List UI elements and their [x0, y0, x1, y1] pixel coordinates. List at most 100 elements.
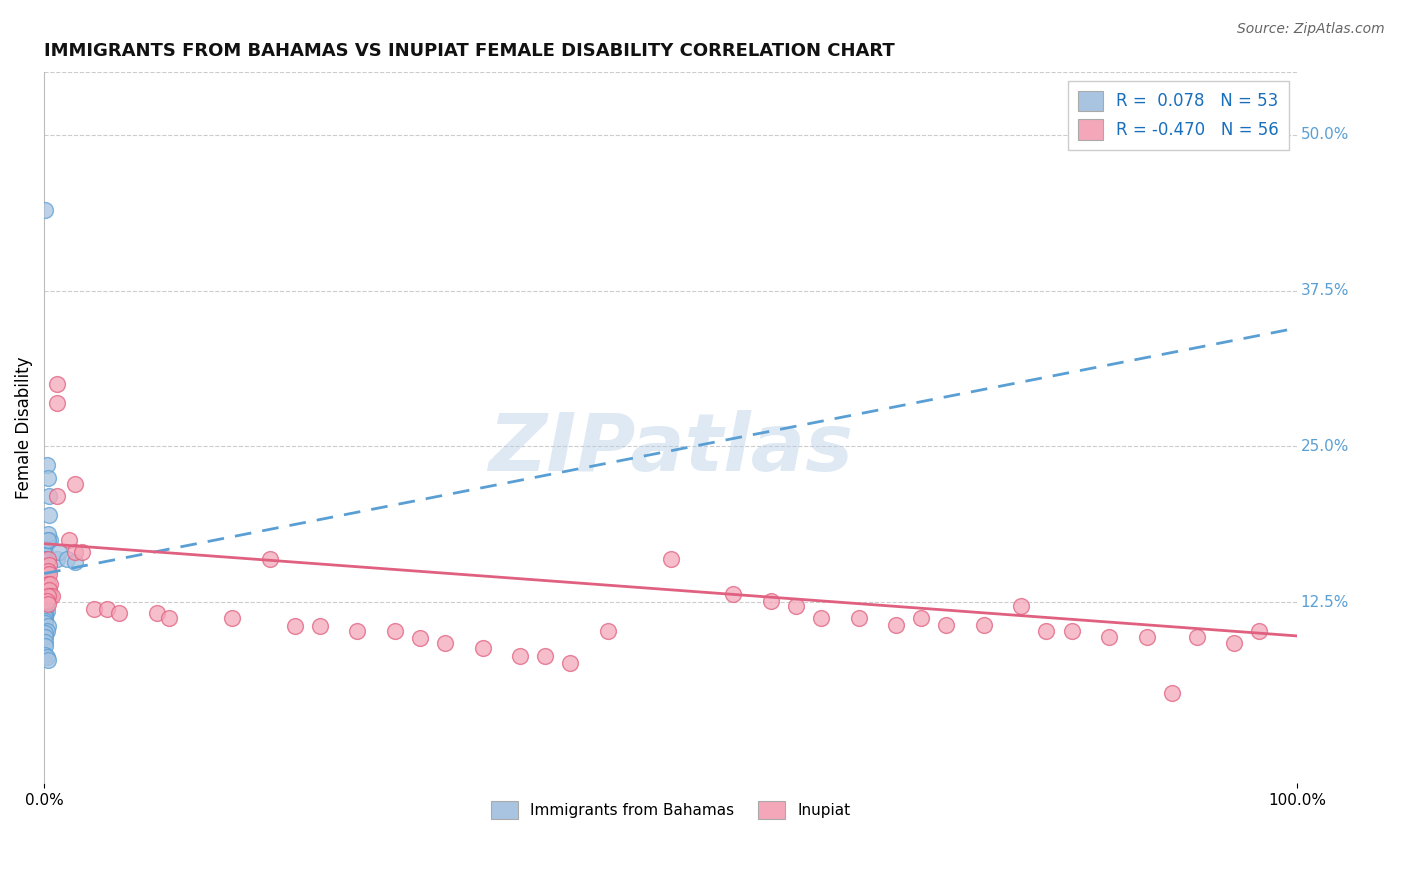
Point — [596, 624, 619, 638]
Point — [434, 636, 457, 650]
Point — [884, 617, 907, 632]
Point — [34, 569, 56, 583]
Point — [659, 551, 682, 566]
Point — [37, 526, 59, 541]
Text: IMMIGRANTS FROM BAHAMAS VS INUPIAT FEMALE DISABILITY CORRELATION CHART: IMMIGRANTS FROM BAHAMAS VS INUPIAT FEMAL… — [44, 42, 894, 60]
Point — [34, 630, 56, 644]
Point — [45, 396, 67, 410]
Point — [96, 601, 118, 615]
Point — [34, 558, 56, 572]
Point — [39, 533, 62, 547]
Point — [38, 558, 60, 572]
Text: 50.0%: 50.0% — [1301, 128, 1350, 142]
Point — [37, 652, 59, 666]
Point — [34, 551, 56, 566]
Point — [34, 582, 56, 596]
Point — [65, 476, 87, 491]
Point — [35, 594, 58, 608]
Point — [1223, 636, 1246, 650]
Point — [35, 533, 58, 547]
Point — [935, 617, 957, 632]
Point — [560, 657, 582, 671]
Text: 25.0%: 25.0% — [1301, 439, 1350, 454]
Point — [35, 624, 58, 638]
Point — [34, 576, 56, 591]
Point — [34, 566, 56, 581]
Point — [37, 551, 59, 566]
Point — [34, 573, 56, 587]
Point — [35, 604, 58, 618]
Point — [34, 639, 56, 653]
Point — [1249, 624, 1271, 638]
Point — [157, 611, 180, 625]
Point — [37, 597, 59, 611]
Point — [34, 635, 56, 649]
Point — [41, 589, 63, 603]
Point — [38, 582, 60, 597]
Point — [37, 576, 59, 591]
Point — [34, 614, 56, 628]
Point — [146, 607, 169, 621]
Point — [384, 624, 406, 638]
Point — [509, 648, 531, 663]
Y-axis label: Female Disability: Female Disability — [15, 357, 32, 499]
Point — [34, 584, 56, 599]
Text: Source: ZipAtlas.com: Source: ZipAtlas.com — [1237, 22, 1385, 37]
Point — [1185, 630, 1208, 644]
Point — [1098, 630, 1121, 644]
Point — [108, 607, 131, 621]
Point — [37, 589, 59, 603]
Point — [346, 624, 368, 638]
Point — [55, 551, 77, 566]
Point — [221, 611, 243, 625]
Point — [34, 564, 56, 578]
Point — [65, 555, 87, 569]
Point — [1160, 686, 1182, 700]
Text: 37.5%: 37.5% — [1301, 283, 1350, 298]
Point — [65, 545, 87, 559]
Point — [34, 202, 56, 217]
Point — [910, 611, 932, 625]
Point — [35, 561, 58, 575]
Point — [38, 566, 60, 581]
Point — [37, 533, 59, 547]
Point — [34, 609, 56, 624]
Point — [534, 648, 557, 663]
Point — [37, 564, 59, 578]
Point — [409, 632, 432, 646]
Text: 12.5%: 12.5% — [1301, 595, 1350, 610]
Point — [39, 589, 62, 603]
Point — [48, 545, 70, 559]
Point — [471, 641, 494, 656]
Point — [70, 545, 93, 559]
Point — [83, 601, 105, 615]
Point — [35, 650, 58, 665]
Point — [34, 648, 56, 662]
Point — [34, 589, 56, 603]
Point — [35, 458, 58, 472]
Point — [785, 599, 807, 613]
Point — [848, 611, 870, 625]
Point — [45, 551, 67, 566]
Point — [284, 619, 307, 633]
Point — [38, 489, 60, 503]
Point — [34, 560, 56, 574]
Text: ZIPatlas: ZIPatlas — [488, 410, 853, 488]
Point — [34, 611, 56, 625]
Point — [38, 508, 60, 522]
Point — [973, 617, 995, 632]
Point — [34, 551, 56, 566]
Point — [58, 533, 80, 547]
Point — [37, 619, 59, 633]
Point — [308, 619, 330, 633]
Point — [1136, 630, 1159, 644]
Point — [34, 601, 56, 615]
Point — [34, 626, 56, 640]
Point — [1060, 624, 1083, 638]
Point — [721, 586, 744, 600]
Point — [1010, 599, 1032, 613]
Point — [810, 611, 832, 625]
Legend: Immigrants from Bahamas, Inupiat: Immigrants from Bahamas, Inupiat — [485, 796, 856, 825]
Point — [37, 470, 59, 484]
Point — [34, 599, 56, 613]
